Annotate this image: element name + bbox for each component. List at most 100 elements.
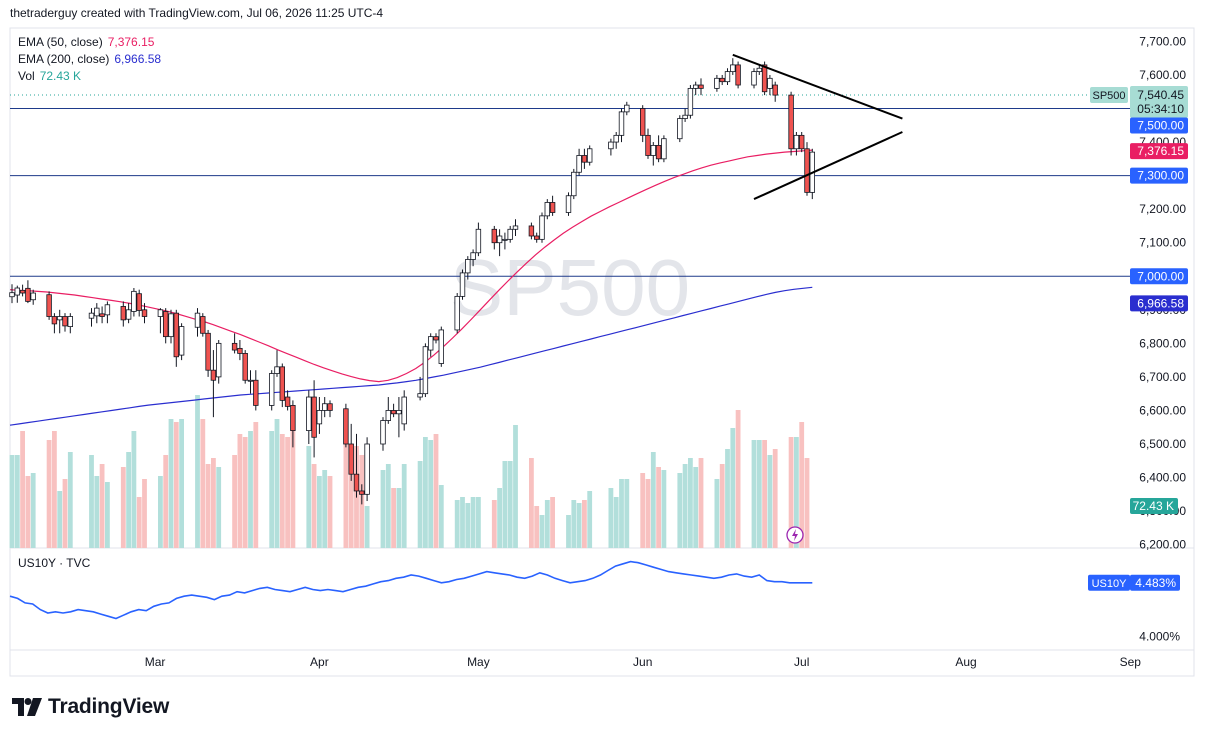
candle-body [178,326,185,356]
volume-bar [290,428,296,548]
candle-body [30,292,36,301]
candle-body [788,94,794,150]
candle-body [735,64,741,86]
chart-credit: thetraderguy created with TradingView.co… [10,6,384,20]
volume-bar [94,476,100,548]
candle-body [290,405,296,431]
volume-bar [343,434,349,548]
candle-body [57,316,63,321]
volume-bar [211,458,216,548]
candle-body [380,420,386,445]
volume-bar [762,440,767,548]
volume-bar [14,455,20,548]
candle-body [687,87,694,116]
candle-body [565,195,572,213]
volume-bar [502,461,508,548]
candle-body [168,313,174,338]
volume-bar [89,455,94,548]
level-7000-badge: 7,000.00 [1137,269,1184,283]
candle-body [215,342,222,378]
candle-body [677,118,683,140]
volume-bar [195,395,200,548]
candle-body [799,134,805,150]
volume-bar [433,434,439,548]
legend-ema50[interactable]: EMA (50, close) 7,376.15 [18,34,161,51]
volume-bar [158,476,163,548]
volume-bar [322,470,328,548]
legend-ema50-value: 7,376.15 [107,35,155,49]
volume-bar [772,449,778,548]
us10y-line [9,560,813,620]
candle-body [581,155,588,163]
chart-frame [9,27,1195,677]
volume-bar [454,500,460,548]
candle-body [433,336,439,341]
candle-body [640,108,646,136]
candle-body [470,252,476,260]
volume-bar [566,515,571,548]
yield-tick-label: 4.000% [1139,629,1180,643]
volume-bar [242,437,248,548]
candle-body [104,304,111,316]
volume-bar [608,488,614,548]
legend-volume[interactable]: Vol 72.43 K [18,68,161,85]
volume-bar [67,452,73,548]
candle-body [804,148,810,193]
volume-bar [698,458,704,548]
time-axis: Mar Apr May Jun Jul Aug Sep [145,655,1142,669]
price-tick-label: 7,100.00 [1139,236,1186,250]
us10y-last-badge-bg [1130,574,1180,591]
price-tick-label: 6,200.00 [1139,538,1186,552]
level-7000-badge-bg [1130,268,1188,285]
candle-body [544,202,550,217]
candle-body [661,138,667,160]
candle-body [618,111,625,136]
volume-bar [205,464,211,548]
us10y-legend[interactable]: US10Y · TVC [18,556,91,570]
candle-body [751,71,757,86]
triangle-pattern-layer [732,53,903,201]
legend-ema50-label: EMA (50, close) [18,35,103,49]
volume-bar [470,497,476,548]
time-tick-label: May [467,655,490,669]
candle-body [359,490,365,495]
volume-badge-bg [1130,498,1178,514]
candle-body [502,238,508,241]
volume-bar [438,485,444,548]
candle-body [539,215,545,240]
volume-bar [57,491,63,548]
candle-body [624,104,630,113]
last-price-label: 7,540.45 [1137,88,1184,102]
level-7500-badge: 7,500.00 [1137,119,1184,133]
symbol-watermark: SP500 [450,243,690,332]
indicator-legend: EMA (50, close) 7,376.15 EMA (200, close)… [18,34,161,85]
legend-ema200[interactable]: EMA (200, close) 6,966.58 [18,51,161,68]
time-tick-label: Sep [1120,655,1142,669]
volume-bar [232,455,237,548]
us10y-pane: 4.000% US10Y 4.483% [9,560,1180,643]
candle-body [353,473,360,492]
candle-body [19,289,26,294]
tradingview-logo[interactable]: TradingView [12,694,169,720]
volume-bar [52,431,57,548]
candle-body [99,313,105,317]
volume-bar [131,431,137,548]
volume-bar [794,437,799,548]
candle-body [348,443,354,475]
candle-body [242,353,248,381]
candle-body [650,145,656,156]
candle-body [396,410,402,415]
volume-bar [714,479,720,548]
volume-bar [253,422,259,548]
volume-bar [380,470,386,548]
last-price-badge-bg [1130,85,1188,118]
candle-body [157,309,164,317]
candle-body [655,145,662,160]
volume-bar [385,464,391,548]
volume-bar [534,506,540,548]
volume-bar [173,422,179,548]
candle-body [772,84,778,96]
volume-bar [348,464,354,548]
